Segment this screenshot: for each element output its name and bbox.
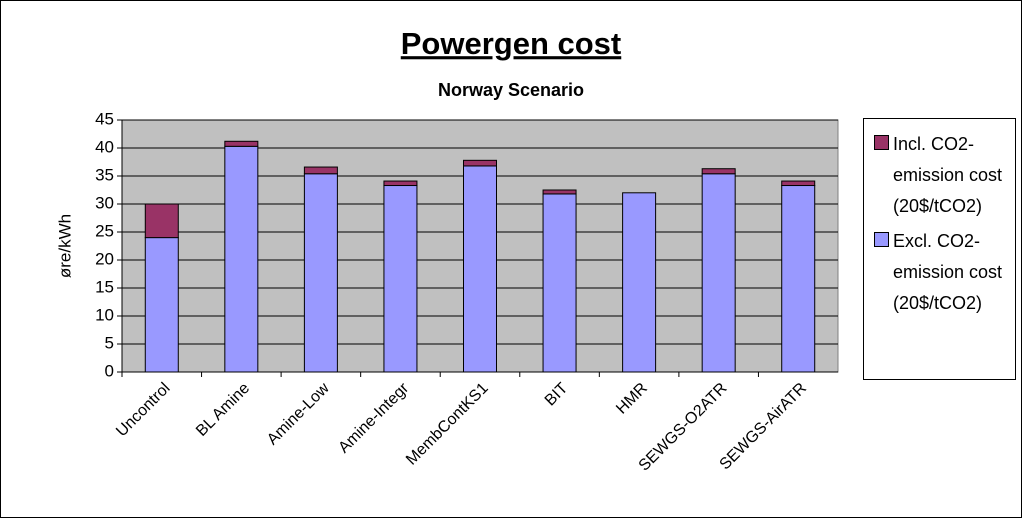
y-tick-label: 0	[105, 361, 114, 380]
bar-segment	[144, 237, 179, 373]
y-tick-label: 10	[95, 305, 114, 324]
legend-label: Incl. CO2-emission cost (20$/tCO2)	[893, 134, 1003, 216]
y-tick-label: 35	[95, 165, 114, 184]
y-tick-label: 45	[95, 109, 114, 128]
legend-swatch	[874, 232, 889, 247]
legend: Incl. CO2-emission cost (20$/tCO2) Excl. …	[863, 118, 1016, 380]
bar-segment	[303, 173, 338, 373]
y-tick-label: 5	[105, 333, 114, 352]
bar-segment	[224, 145, 259, 373]
bar-segment	[463, 165, 497, 373]
x-tick-label: MembContKS1	[403, 380, 492, 469]
bar-segment	[701, 168, 736, 175]
bar-segment	[542, 193, 577, 373]
legend-item: Incl. CO2-emission cost (20$/tCO2)	[874, 129, 1015, 222]
y-tick-label: 30	[95, 193, 114, 212]
bar-segment	[224, 140, 259, 147]
bar-segment	[542, 189, 577, 195]
bar-segment	[701, 173, 736, 373]
bar-segment	[781, 185, 816, 373]
x-tick-label: BIT	[542, 380, 572, 410]
x-tick-label: Uncontrol	[113, 380, 173, 440]
y-tick-label: 15	[95, 277, 114, 296]
y-tick-label: 40	[95, 137, 114, 156]
bar-segment	[383, 180, 418, 187]
y-axis-label: øre/kWh	[55, 214, 74, 278]
bar-segment	[622, 192, 657, 373]
y-tick-label: 20	[95, 249, 114, 268]
x-tick-label: SEWGS-AirATR	[717, 380, 811, 474]
x-tick-label: BL Amine	[193, 380, 253, 440]
bar-segment	[383, 185, 418, 373]
x-tick-label: Amine-Low	[264, 379, 333, 448]
x-tick-label: Amine-Integr	[335, 379, 412, 456]
legend-swatch	[874, 135, 889, 150]
x-tick-label: HMR	[613, 380, 651, 418]
bar-segment	[781, 180, 816, 187]
legend-label: Excl. CO2-emission cost (20$/tCO2)	[893, 231, 1003, 313]
chart-subtitle: Norway Scenario	[438, 80, 584, 100]
y-tick-label: 25	[95, 221, 114, 240]
chart-title: Powergen cost	[401, 26, 622, 61]
legend-item: Excl. CO2-emission cost (20$/tCO2)	[874, 226, 1015, 319]
bar-segment	[463, 159, 497, 167]
bar-segment	[144, 203, 179, 239]
bar-segment	[303, 166, 338, 175]
